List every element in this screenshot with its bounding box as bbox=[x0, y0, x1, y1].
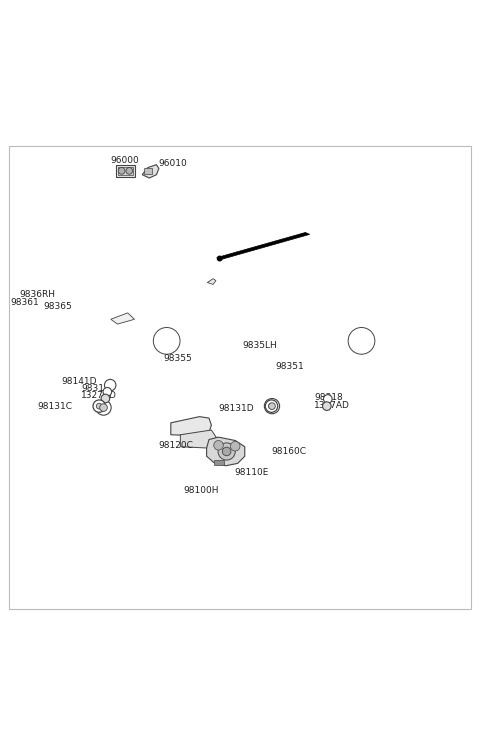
Circle shape bbox=[100, 404, 108, 411]
Circle shape bbox=[265, 400, 278, 412]
Polygon shape bbox=[206, 437, 245, 466]
Text: 98131D: 98131D bbox=[218, 405, 254, 414]
Circle shape bbox=[269, 403, 276, 409]
Circle shape bbox=[348, 328, 375, 354]
Text: 98351: 98351 bbox=[276, 362, 304, 371]
Polygon shape bbox=[111, 313, 134, 324]
Circle shape bbox=[139, 313, 194, 368]
Circle shape bbox=[96, 403, 102, 409]
Circle shape bbox=[101, 394, 110, 403]
Circle shape bbox=[96, 400, 111, 415]
Circle shape bbox=[103, 387, 112, 396]
Text: 1327AD: 1327AD bbox=[81, 391, 117, 400]
Circle shape bbox=[333, 313, 390, 369]
Text: 98318: 98318 bbox=[81, 384, 110, 393]
Polygon shape bbox=[217, 233, 310, 260]
Text: 98100H: 98100H bbox=[183, 486, 218, 495]
Text: 96000: 96000 bbox=[110, 156, 139, 165]
Circle shape bbox=[217, 256, 222, 261]
Circle shape bbox=[230, 442, 240, 451]
Circle shape bbox=[118, 168, 125, 174]
Circle shape bbox=[93, 400, 106, 412]
Text: 98110E: 98110E bbox=[234, 468, 269, 477]
Bar bbox=[144, 168, 152, 174]
Text: 98131C: 98131C bbox=[37, 402, 72, 411]
Text: 98318: 98318 bbox=[314, 393, 343, 402]
Text: 98120C: 98120C bbox=[159, 441, 194, 450]
Text: 98141D: 98141D bbox=[61, 377, 96, 386]
Circle shape bbox=[222, 447, 231, 456]
Text: 98361: 98361 bbox=[10, 297, 39, 307]
Circle shape bbox=[324, 395, 332, 403]
Circle shape bbox=[218, 443, 235, 460]
Circle shape bbox=[269, 403, 275, 409]
Text: 98160C: 98160C bbox=[271, 448, 306, 457]
Circle shape bbox=[264, 399, 280, 414]
Polygon shape bbox=[180, 430, 216, 448]
Polygon shape bbox=[171, 417, 211, 436]
Circle shape bbox=[323, 402, 331, 411]
Polygon shape bbox=[142, 165, 159, 178]
Bar bbox=[116, 165, 135, 177]
Circle shape bbox=[153, 328, 180, 354]
Text: 9836RH: 9836RH bbox=[20, 291, 56, 300]
Text: 98365: 98365 bbox=[43, 302, 72, 311]
Circle shape bbox=[126, 168, 132, 174]
Text: 96010: 96010 bbox=[158, 159, 187, 168]
Circle shape bbox=[105, 380, 116, 391]
Polygon shape bbox=[207, 279, 216, 285]
Text: 98355: 98355 bbox=[164, 354, 192, 363]
Bar bbox=[214, 460, 224, 465]
Text: 9835LH: 9835LH bbox=[242, 341, 277, 350]
Text: 1327AD: 1327AD bbox=[314, 401, 350, 410]
Circle shape bbox=[214, 440, 223, 450]
Bar bbox=[118, 167, 133, 175]
